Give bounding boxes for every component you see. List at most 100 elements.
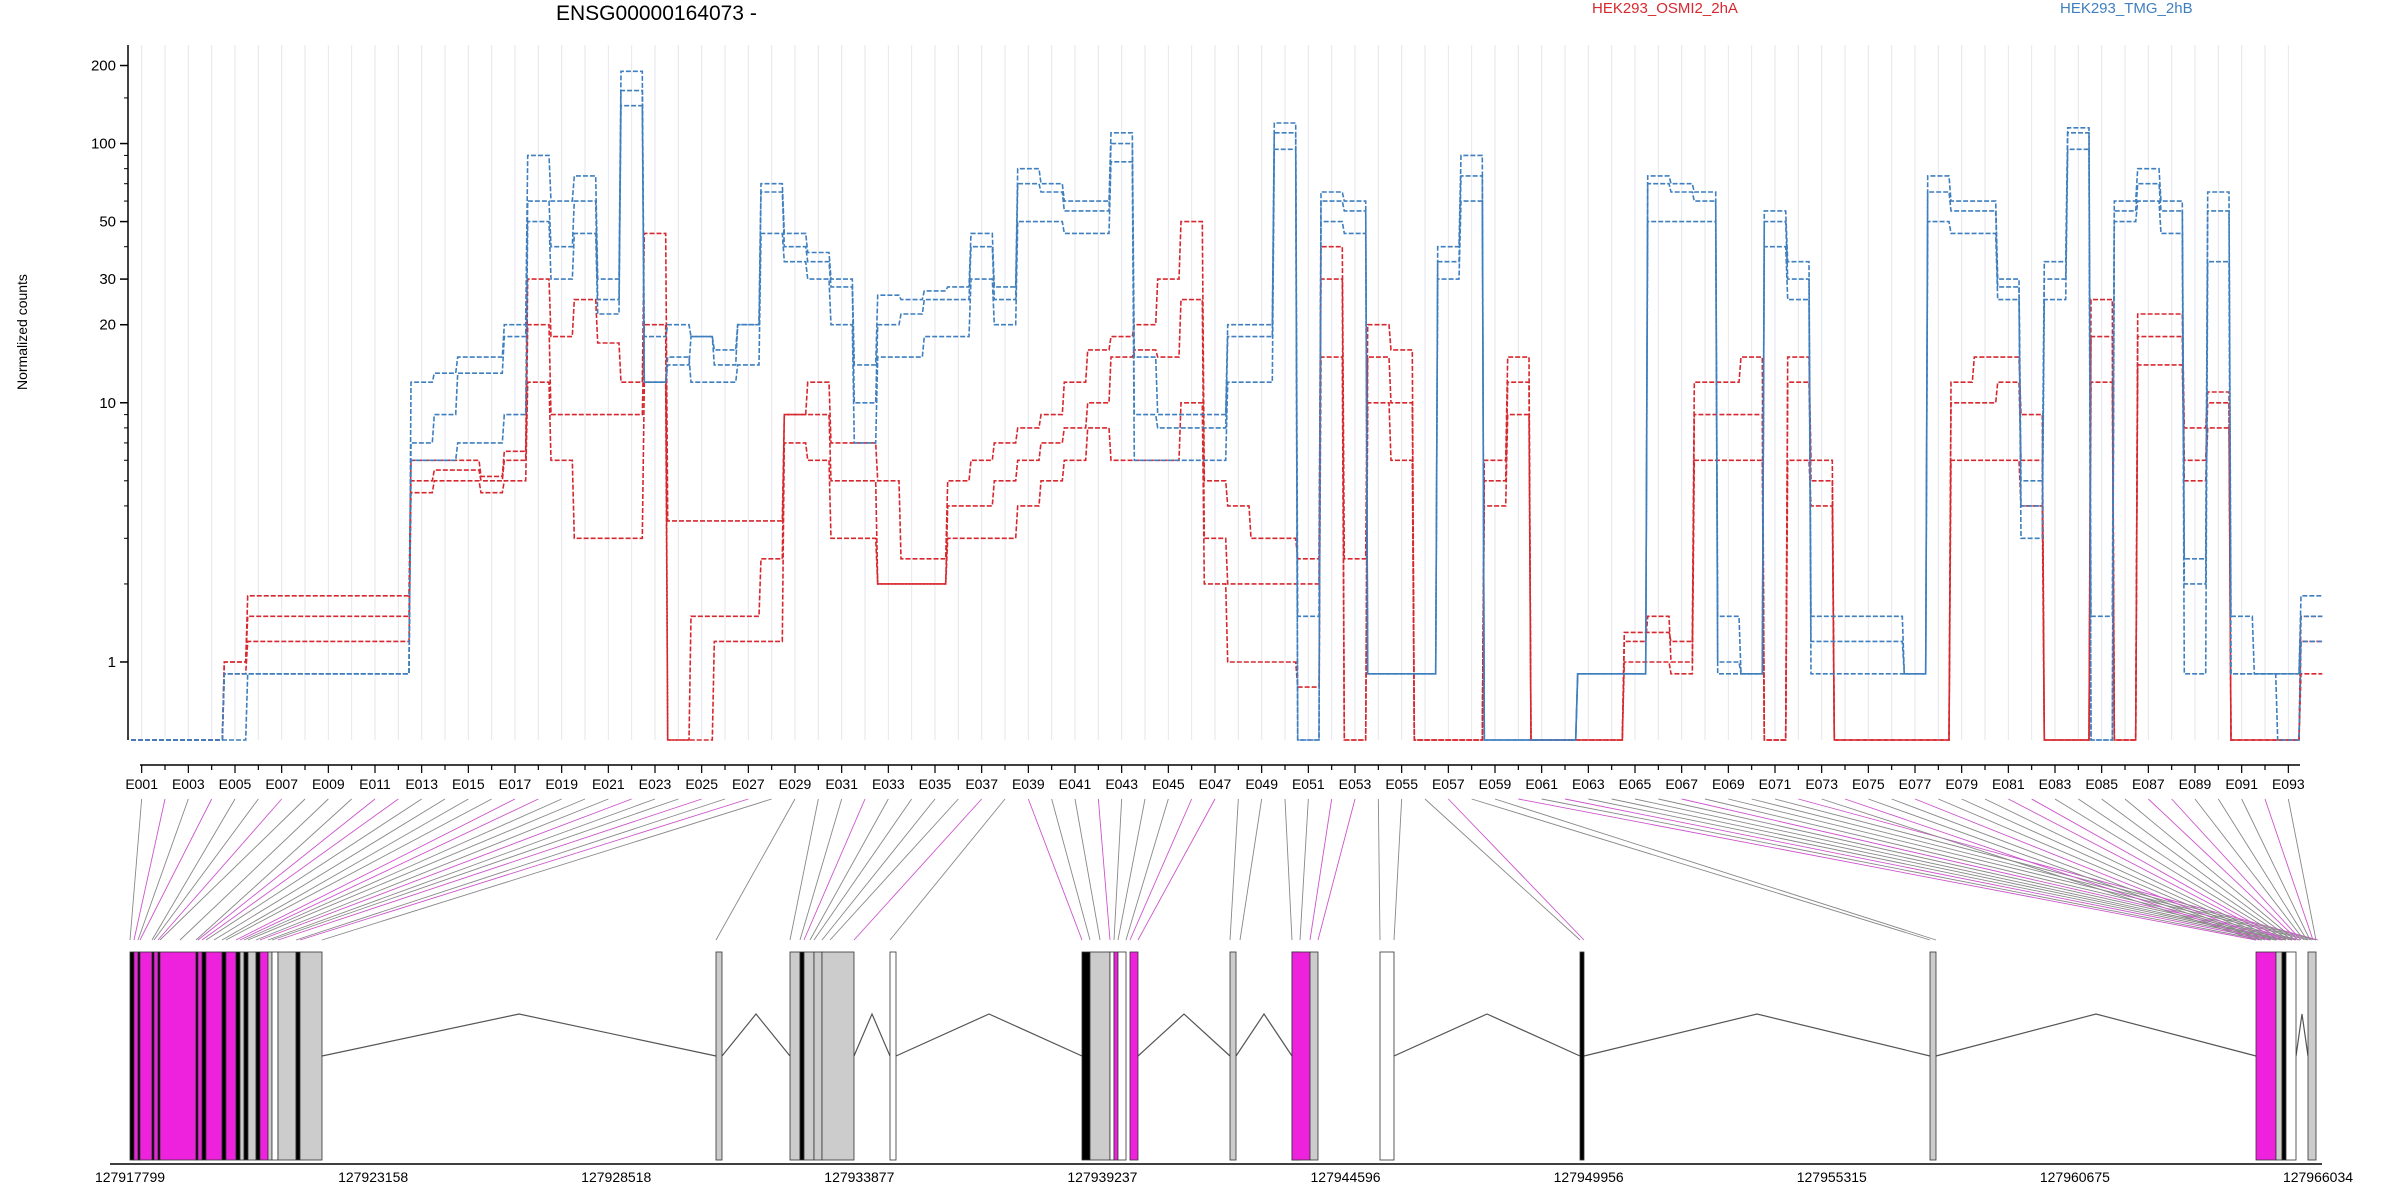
- exon-connector: [889, 798, 1006, 941]
- exon-block: [267, 951, 273, 1161]
- exon-tick-label: E009: [312, 776, 345, 792]
- exon-tick-label: E059: [1479, 776, 1512, 792]
- exon-connector: [1611, 798, 2283, 941]
- exon-connector: [159, 798, 306, 941]
- exon-tick-label: E093: [2272, 776, 2305, 792]
- exon-tick-label: E013: [405, 776, 438, 792]
- exon-tick-label: E051: [1292, 776, 1325, 792]
- exon-block: [299, 951, 323, 1161]
- y-axis: 1 10 20 30 50 100 200: [91, 45, 129, 740]
- exon-tick-label: E075: [1852, 776, 1885, 792]
- exon-block: [2275, 951, 2283, 1161]
- exon-block: [247, 951, 257, 1161]
- intron-line: [895, 1013, 1083, 1057]
- exon-block: [239, 951, 245, 1161]
- exon-connector: [1137, 798, 1216, 941]
- exon-tick-label: E071: [1759, 776, 1792, 792]
- exon-connector: [1821, 798, 2257, 941]
- exon-connector: [1229, 798, 1239, 941]
- exon-connector: [1097, 798, 1111, 941]
- exon-block: [1129, 951, 1139, 1161]
- y-tick-label: 200: [91, 58, 116, 75]
- exon-connector: [201, 798, 399, 941]
- exon-connector: [2054, 798, 2287, 941]
- exon-connector: [1751, 798, 2313, 941]
- exon-connector: [1914, 798, 2269, 941]
- exon-connector: [179, 798, 329, 941]
- genomic-tick-label: 127939237: [1067, 1169, 1137, 1185]
- genomic-tick-label: 127944596: [1311, 1169, 1381, 1185]
- exon-connector: [213, 798, 446, 941]
- exon-block: [1379, 951, 1395, 1161]
- exon-connector: [1424, 798, 1581, 941]
- exon-connector: [1129, 798, 1193, 941]
- genomic-tick-label: 127923158: [338, 1169, 408, 1185]
- legend-entry-tmg: HEK293_TMG_2hB: [2060, 0, 2193, 17]
- exon-connector: [2241, 798, 2311, 941]
- exon-tick-label: E063: [1572, 776, 1605, 792]
- y-tick-label: 1: [108, 654, 116, 671]
- exon-block: [1309, 951, 1319, 1161]
- exon-block: [201, 951, 207, 1161]
- exon-tick-label: E001: [125, 776, 158, 792]
- exon-connector: [1728, 798, 2309, 941]
- exon-connector: [2171, 798, 2302, 941]
- exon-connector: [205, 798, 422, 941]
- exon-block: [159, 951, 197, 1161]
- exon-tick-label: E015: [452, 776, 485, 792]
- gene-model: [129, 951, 2317, 1161]
- exon-tick-label: E007: [265, 776, 298, 792]
- exon-tick-label: E069: [1712, 776, 1745, 792]
- exon-connector: [813, 798, 913, 941]
- genomic-tick-label: 127966034: [2283, 1169, 2353, 1185]
- exon-tick-label: E055: [1385, 776, 1418, 792]
- exon-connector: [1027, 798, 1083, 941]
- exon-tick-label: E089: [2179, 776, 2212, 792]
- exon-tick-label: E031: [825, 776, 858, 792]
- exon-connector: [1393, 798, 1403, 941]
- exon-connector: [271, 798, 679, 941]
- exon-block: [1109, 951, 1115, 1161]
- exon-tick-label: E061: [1525, 776, 1558, 792]
- exon-connector: [2264, 798, 2314, 941]
- exon-tick-label: E043: [1105, 776, 1138, 792]
- exon-block: [813, 951, 823, 1161]
- exon-block: [225, 951, 237, 1161]
- exon-block: [295, 951, 301, 1161]
- exon-block: [1113, 951, 1119, 1161]
- exon-tick-label: E087: [2132, 776, 2165, 792]
- exon-connector: [139, 798, 213, 941]
- exon-tick-label: E065: [1619, 776, 1652, 792]
- exon-connector: [803, 798, 866, 941]
- exon-block: [243, 951, 249, 1161]
- exon-connector: [239, 798, 539, 941]
- exon-connector: [133, 798, 166, 941]
- exon-connector: [1494, 798, 1937, 941]
- exon-tick-label: E073: [1805, 776, 1838, 792]
- exon-tick-label: E027: [732, 776, 765, 792]
- exon-tick-label: E039: [1012, 776, 1045, 792]
- exon-tick-label: E037: [965, 776, 998, 792]
- genomic-tick-label: 127928518: [581, 1169, 651, 1185]
- exon-connector: [809, 798, 889, 941]
- exon-block: [259, 951, 269, 1161]
- exon-block: [799, 951, 805, 1161]
- intron-line: [721, 1013, 791, 1057]
- exon-connector: [1117, 798, 1146, 941]
- exon-connector: [137, 798, 189, 941]
- exon-tick-label: E033: [872, 776, 905, 792]
- series-line-osmi2-2: [131, 356, 2323, 741]
- exon-connector: [1299, 798, 1309, 941]
- exon-connector: [277, 798, 702, 941]
- exon-connector: [255, 798, 609, 941]
- exon-connector: [1074, 798, 1101, 941]
- exon-connector: [829, 798, 959, 941]
- exon-block: [2255, 951, 2277, 1161]
- exon-block: [2307, 951, 2317, 1161]
- exon-connector: [221, 798, 469, 941]
- genomic-tick-label: 127933877: [824, 1169, 894, 1185]
- exon-connector: [821, 798, 936, 941]
- exon-tick-label: E029: [779, 776, 812, 792]
- exon-connector: [1125, 798, 1169, 941]
- exon-connector: [1113, 798, 1123, 941]
